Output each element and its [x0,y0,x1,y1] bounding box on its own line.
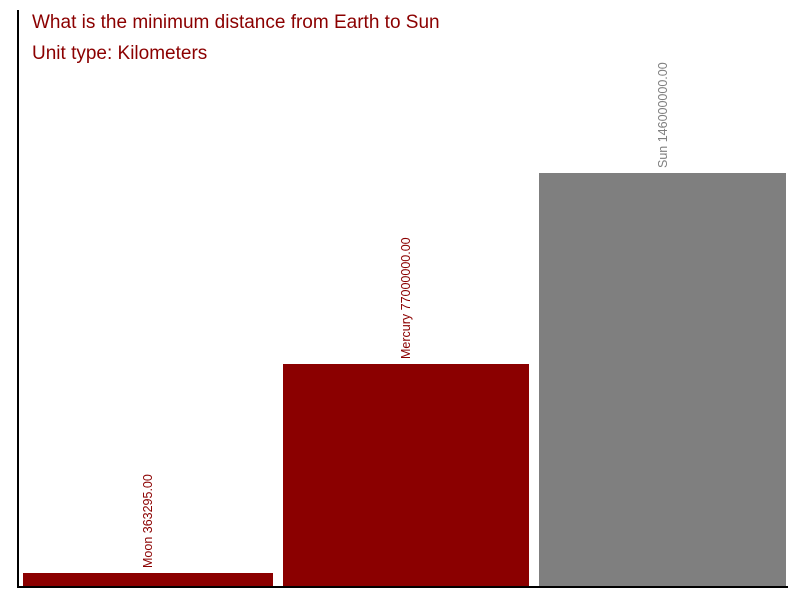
bar-sun [539,173,786,586]
y-axis-line [17,10,19,588]
x-axis-line [17,586,788,588]
bar-label-moon: Moon 363295.00 [141,474,155,568]
bar-moon [23,573,273,586]
bar-label-mercury: Mercury 77000000.00 [399,237,413,359]
chart-title: What is the minimum distance from Earth … [32,12,440,33]
bar-mercury [283,364,529,586]
chart-subtitle: Unit type: Kilometers [32,43,208,64]
bar-label-sun: Sun 146000000.00 [655,62,670,168]
